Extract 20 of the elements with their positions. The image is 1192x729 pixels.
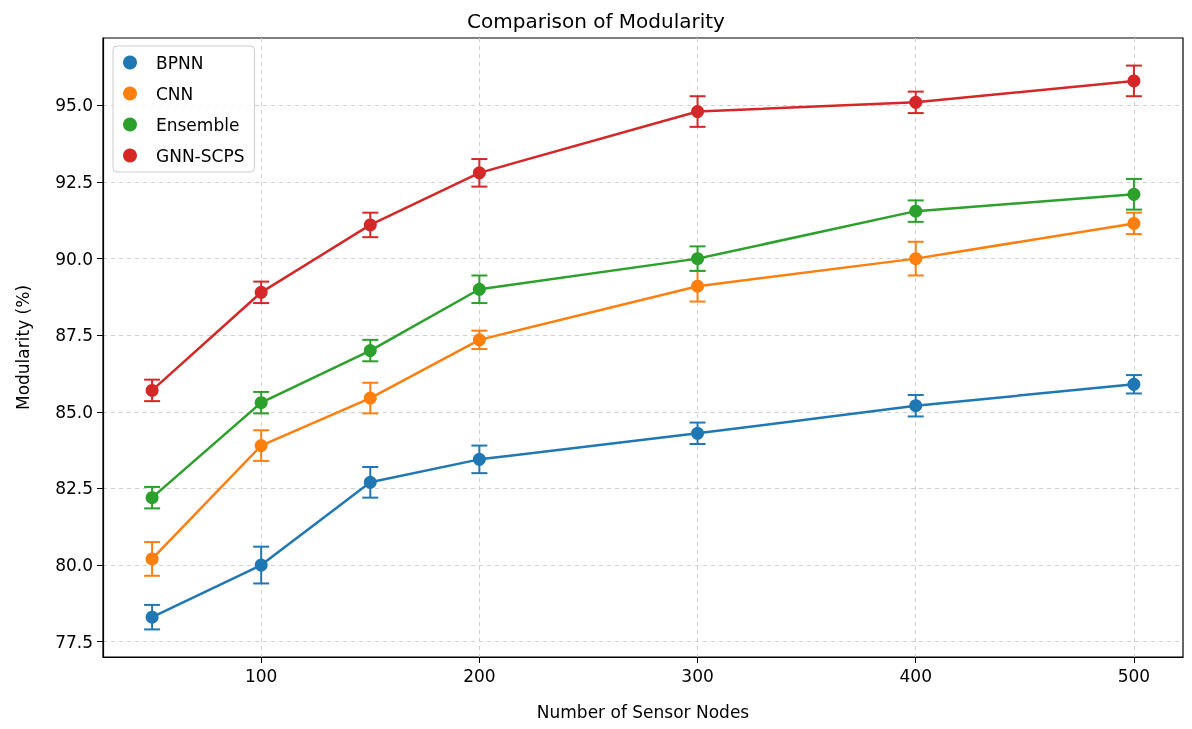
x-tick-label: 300 [681,665,714,686]
x-tick-label: 400 [899,665,932,686]
y-tick-label: 85.0 [55,401,93,422]
legend-label: GNN-SCPS [156,145,245,166]
y-tick-label: 82.5 [55,478,93,499]
x-tick-label: 100 [244,665,278,686]
y-tick-label: 90.0 [55,248,93,269]
x-tick-label: 500 [1117,665,1151,686]
legend-label: BPNN [156,52,204,73]
y-tick-label: 87.5 [55,325,93,346]
x-tick-label: 200 [463,665,496,686]
legend-label: CNN [156,83,194,104]
x-axis-title: Number of Sensor Nodes [536,701,750,722]
y-tick-label: 77.5 [55,631,93,652]
chart-title: Comparison of Modularity [467,9,726,33]
y-axis-title: Modularity (%) [12,284,33,411]
y-tick-label: 80.0 [55,555,93,576]
y-tick-label: 92.5 [55,172,93,193]
y-tick-label: 95.0 [55,95,93,116]
legend-label: Ensemble [156,114,240,135]
